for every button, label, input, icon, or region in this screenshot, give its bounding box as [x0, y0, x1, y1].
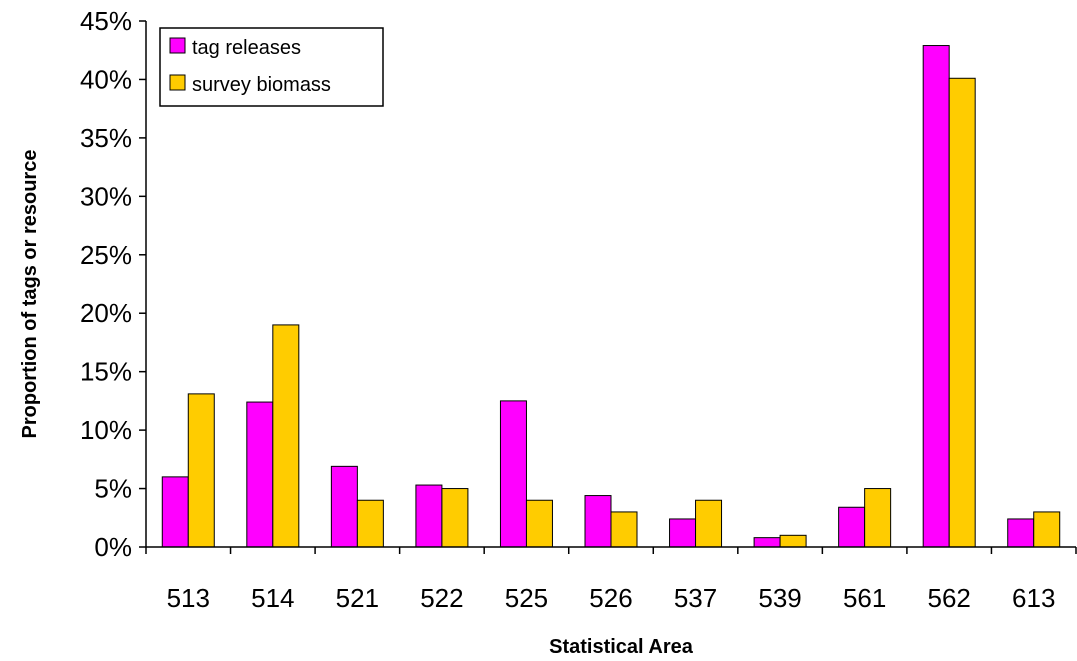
bar-survey-biomass-613 [1033, 511, 1061, 548]
legend-box [159, 27, 384, 107]
y-tick-label: 45% [80, 6, 132, 36]
x-tick-label: 613 [1012, 583, 1055, 613]
bar-survey-biomass-513 [187, 393, 215, 548]
x-tick-label: 521 [336, 583, 379, 613]
bar-survey-biomass-539 [779, 534, 807, 548]
bar-tag-releases-562 [922, 45, 950, 548]
bar-survey-biomass-561 [864, 488, 892, 548]
bar-survey-biomass-525 [525, 499, 553, 548]
legend-swatch-tag-releases [169, 37, 186, 54]
y-tick-label: 30% [80, 181, 132, 211]
bar-tag-releases-521 [330, 465, 358, 548]
bar-tag-releases-539 [753, 537, 781, 548]
legend-swatch-survey-biomass [169, 74, 186, 91]
bar-tag-releases-537 [669, 518, 697, 548]
y-axis-ticks: 0% 5% 10% 15% 20% 25% 30% 35% 40% 45% [80, 6, 146, 562]
bar-survey-biomass-522 [441, 488, 469, 548]
bar-survey-biomass-514 [272, 324, 300, 548]
y-tick-label: 20% [80, 298, 132, 328]
bar-survey-biomass-521 [356, 499, 384, 548]
bar-tag-releases-513 [161, 476, 189, 548]
x-tick-label: 526 [589, 583, 632, 613]
bar-tag-releases-522 [415, 484, 443, 548]
y-tick-label: 25% [80, 240, 132, 270]
x-tick-label: 513 [167, 583, 210, 613]
x-tick-label: 561 [843, 583, 886, 613]
x-tick-label: 537 [674, 583, 717, 613]
bar-survey-biomass-526 [610, 511, 638, 548]
x-axis-ticks: 513 514 521 522 525 526 537 539 561 562 613 [145, 547, 1077, 613]
x-tick-label: 562 [927, 583, 970, 613]
legend-label-tag-releases: tag releases [192, 37, 301, 59]
bar-tag-releases-514 [246, 401, 274, 548]
bar-survey-biomass-562 [948, 77, 976, 548]
y-tick-label: 35% [80, 123, 132, 153]
bars-layer [161, 45, 1061, 548]
x-tick-label: 514 [251, 583, 294, 613]
legend: tag releases survey biomass [159, 27, 384, 107]
x-tick-label: 539 [758, 583, 801, 613]
y-tick-label: 5% [94, 474, 132, 504]
x-axis-title: Statistical Area [549, 636, 694, 658]
legend-label-survey-biomass: survey biomass [192, 74, 331, 96]
bar-tag-releases-526 [584, 495, 612, 548]
y-tick-label: 0% [94, 532, 132, 562]
x-tick-label: 525 [505, 583, 548, 613]
y-tick-label: 10% [80, 415, 132, 445]
bar-tag-releases-561 [838, 506, 866, 548]
x-tick-label: 522 [420, 583, 463, 613]
bar-tag-releases-525 [499, 400, 527, 548]
bar-tag-releases-613 [1007, 518, 1035, 548]
y-tick-label: 40% [80, 64, 132, 94]
y-axis-title: Proportion of tags or resource [19, 150, 41, 439]
y-tick-label: 15% [80, 357, 132, 387]
bar-survey-biomass-537 [695, 499, 723, 548]
